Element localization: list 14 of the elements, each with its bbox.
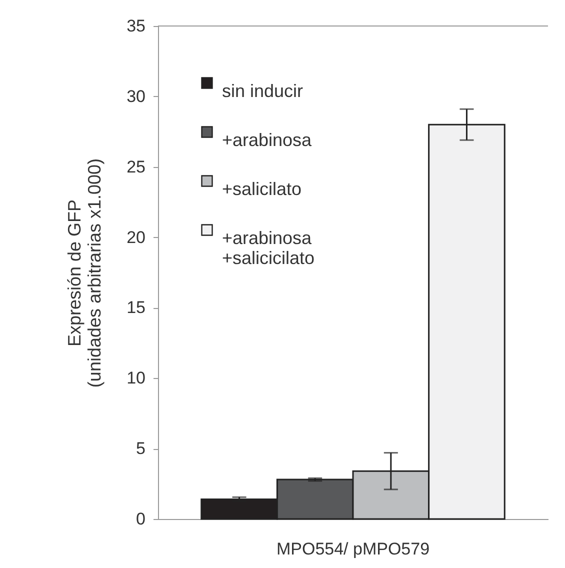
y-tick-label: 15 <box>126 298 146 318</box>
legend-label: +arabinosa +salicicilato <box>222 228 315 268</box>
y-tick-label: 0 <box>136 510 146 528</box>
y-tick-label: 10 <box>126 368 146 388</box>
y-tick-label: 35 <box>126 16 146 36</box>
y-axis-title: Expresión de GFP (unidades arbitrarias x1.000) <box>64 158 105 388</box>
y-tick-label: 30 <box>126 86 146 106</box>
legend-label: sin inducir <box>222 81 304 101</box>
x-tick-label: MPO554/ pMPO579 <box>276 540 430 558</box>
legend-label: +arabinosa <box>222 130 313 150</box>
y-tick-label: 20 <box>126 228 146 247</box>
legend-label: +salicilato <box>222 179 302 199</box>
y-tick-label: 5 <box>136 439 146 458</box>
y-tick-label: 25 <box>126 157 146 176</box>
